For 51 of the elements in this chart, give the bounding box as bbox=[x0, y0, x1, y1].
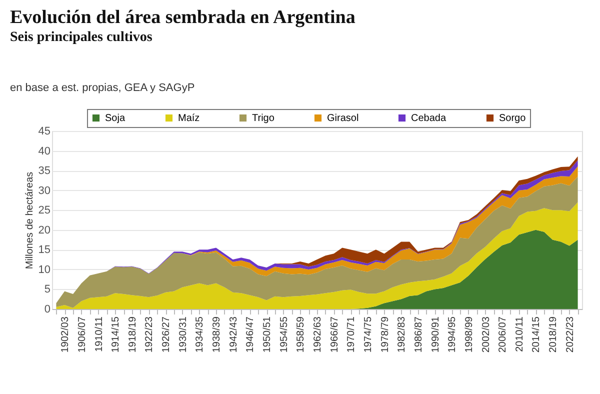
y-axis-title: Millones de hectáreas bbox=[24, 172, 36, 270]
y-tick-label: 20 bbox=[38, 224, 50, 236]
x-tick-label: 1934/35 bbox=[194, 316, 206, 353]
x-tick-label: 1930/31 bbox=[178, 316, 189, 353]
x-tick-label: 1914/15 bbox=[110, 316, 122, 353]
x-tick-label: 1962/63 bbox=[312, 316, 324, 353]
y-tick-label: 25 bbox=[38, 204, 50, 217]
x-tick-label: 1974/75 bbox=[362, 316, 374, 353]
x-tick-label: 2018/19 bbox=[548, 316, 560, 353]
x-tick-label: 1970/71 bbox=[346, 316, 358, 353]
x-tick-label: 1982/83 bbox=[396, 316, 408, 353]
legend-label: Maíz bbox=[178, 113, 200, 124]
x-tick-label: 1906/07 bbox=[76, 316, 88, 353]
y-tick-label: 30 bbox=[38, 184, 50, 197]
x-tick-label: 2006/07 bbox=[498, 316, 509, 353]
y-tick-label: 5 bbox=[44, 284, 50, 296]
x-tick-label: 1942/43 bbox=[228, 316, 240, 353]
x-tick-label: 2010/11 bbox=[514, 316, 526, 352]
x-tick-label: 1926/27 bbox=[161, 316, 172, 353]
y-tick-label: 15 bbox=[38, 244, 50, 256]
x-tick-label: 2002/03 bbox=[480, 316, 492, 353]
y-tick-label: 0 bbox=[44, 304, 50, 316]
x-tick-label: 1946/47 bbox=[245, 316, 256, 353]
x-tick-label: 1990/91 bbox=[430, 316, 442, 353]
legend-label: Soja bbox=[105, 113, 126, 124]
y-tick-label: 35 bbox=[38, 165, 50, 178]
x-tick-label: 1950/51 bbox=[262, 316, 274, 353]
y-tick-label: 10 bbox=[38, 264, 50, 276]
x-tick-label: 2014/15 bbox=[531, 316, 542, 353]
x-tick-label: 1978/79 bbox=[380, 316, 391, 353]
x-tick-label: 1902/03 bbox=[60, 316, 72, 353]
legend-label: Girasol bbox=[327, 113, 359, 124]
x-tick-label: 1922/23 bbox=[144, 316, 156, 353]
x-tick-label: 2022/23 bbox=[564, 316, 576, 353]
x-tick-label: 1918/19 bbox=[127, 316, 138, 353]
x-tick-label: 1966/67 bbox=[329, 316, 340, 353]
chart-subtitle: Seis principales cultivos bbox=[10, 30, 153, 45]
x-tick-label: 1986/87 bbox=[413, 316, 424, 353]
x-tick-label: 1910/11 bbox=[94, 316, 105, 352]
x-tick-label: 1998/99 bbox=[464, 316, 475, 353]
text: en base a est. propias, GEA y SAGyP bbox=[10, 82, 195, 94]
chart-title: Evolución del área sembrada en Argentina bbox=[10, 7, 356, 28]
legend-label: Trigo bbox=[252, 113, 275, 124]
x-tick-label: 1958/59 bbox=[296, 316, 307, 353]
x-tick-label: 1954/55 bbox=[278, 316, 290, 353]
x-tick-label: 1938/39 bbox=[212, 316, 223, 353]
legend-label: Sorgo bbox=[499, 113, 526, 124]
legend-label: Cebada bbox=[411, 113, 446, 124]
y-tick-label: 45 bbox=[38, 126, 50, 138]
y-tick-label: 40 bbox=[38, 145, 50, 158]
x-tick-label: 1994/95 bbox=[447, 316, 458, 353]
